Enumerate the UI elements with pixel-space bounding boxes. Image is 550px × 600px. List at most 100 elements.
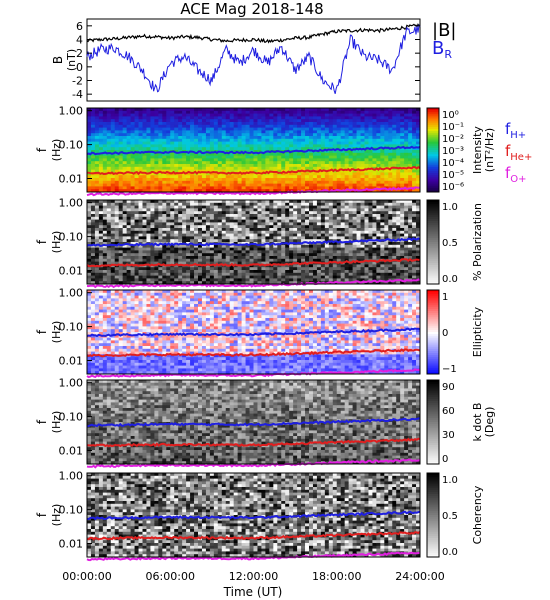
spectrogram-cell [320, 133, 326, 137]
colorbar-cell [427, 175, 439, 178]
spectrogram-cell [380, 281, 385, 285]
spectrogram-cell [312, 205, 318, 209]
spectrogram-cell [309, 270, 314, 274]
spectrogram-cell [328, 228, 334, 232]
spectrogram-cell [380, 138, 385, 142]
spectrogram-cell [150, 172, 155, 176]
spectrogram-cell [285, 208, 290, 212]
spectrogram-cell [142, 108, 147, 112]
spectrogram-cell [198, 124, 203, 128]
spectrogram-cell [356, 202, 361, 206]
spectrogram-cell [229, 244, 235, 248]
spectrogram-cell [301, 230, 306, 234]
spectrogram-cell [221, 164, 227, 168]
spectrogram-cell [106, 127, 112, 131]
spectrogram-cell [344, 178, 350, 182]
spectrogram-cell [229, 147, 235, 151]
spectrogram-cell [90, 267, 96, 271]
spectrogram-cell [233, 270, 239, 274]
spectrogram-cell [213, 261, 219, 265]
spectrogram-cell [241, 189, 246, 193]
spectrogram-cell [396, 119, 401, 123]
spectrogram-cell [312, 230, 318, 234]
spectrogram-cell [328, 202, 334, 206]
spectrogram-cell [277, 200, 282, 204]
spectrogram-cell [344, 211, 350, 215]
spectrogram-cell [118, 108, 124, 112]
spectrogram-cell [94, 127, 100, 131]
spectrogram-cell [297, 127, 302, 131]
spectrogram-cell [360, 180, 365, 184]
spectrogram-cell [114, 281, 120, 285]
spectrogram-cell [344, 225, 350, 229]
spectrogram-cell [233, 124, 239, 128]
spectrogram-cell [122, 244, 128, 248]
spectrogram-cell [138, 239, 143, 243]
spectrogram-cell [237, 122, 242, 126]
spectrogram-cell [87, 127, 92, 131]
colorbar-cell [427, 147, 439, 151]
spectrogram-cell [213, 183, 219, 187]
spectrogram-cell [178, 247, 183, 251]
spectrogram-cell [154, 278, 159, 282]
spectrogram-cell [293, 178, 298, 182]
spectrogram-cell [87, 119, 92, 123]
spectrogram-cell [245, 253, 250, 257]
spectrogram-cell [150, 233, 155, 237]
spectrogram-cell [388, 178, 393, 182]
spectrogram-cell [190, 122, 195, 126]
spectrogram-cell [245, 155, 250, 159]
spectrogram-cell [170, 164, 175, 168]
spectrogram-cell [142, 119, 147, 123]
spectrogram-cell [265, 141, 270, 145]
spectrogram-cell [249, 152, 254, 156]
spectrogram-cell [320, 216, 326, 220]
spectrogram-cell [118, 205, 124, 209]
spectrogram-cell [106, 211, 112, 215]
spectrogram-cell [118, 158, 124, 162]
spectrogram-cell [221, 230, 227, 234]
spectrogram-cell [305, 186, 310, 190]
spectrogram-cell [126, 110, 131, 114]
spectrogram-cell [352, 136, 357, 140]
spectrogram-cell [269, 222, 274, 226]
spectrogram-cell [396, 124, 401, 128]
spectrogram-cell [384, 278, 389, 282]
spectrogram-cell [320, 205, 326, 209]
spectrogram-cell [340, 200, 346, 204]
spectrogram-cell [150, 250, 155, 254]
spectrogram-cell [126, 228, 131, 232]
spectrogram-cell [404, 127, 409, 131]
spectrogram-cell [265, 278, 270, 282]
spectrogram-cell [372, 141, 377, 145]
spectrogram-cell [253, 253, 258, 257]
spectrogram-cell [273, 180, 278, 184]
spectrogram-cell [277, 138, 282, 142]
spectrogram-cell [186, 222, 191, 226]
spectrogram-cell [328, 216, 334, 220]
spectrogram-cell [265, 205, 270, 209]
spectrogram-cell [174, 138, 179, 142]
spectrogram-cell [146, 147, 151, 151]
spectrogram-cell [408, 161, 413, 165]
spectrogram-cell [253, 155, 258, 159]
spectrogram-cell [178, 189, 183, 193]
spectrogram-cell [178, 136, 183, 140]
spectrogram-cell [162, 230, 167, 234]
spectrogram-cell [277, 230, 282, 234]
spectrogram-cell [225, 108, 231, 112]
spectrogram-cell [122, 233, 128, 237]
spectrogram-cell [384, 264, 389, 268]
spectrogram-cell [297, 130, 302, 134]
spectrogram-cell [138, 281, 143, 285]
spectrogram-cell [182, 205, 187, 209]
spectrogram-cell [324, 202, 330, 206]
spectrogram-cell [229, 113, 235, 117]
spectrogram-cell [178, 272, 183, 276]
spectrogram-cell [348, 253, 353, 257]
spectrogram-cell [261, 152, 266, 156]
spectrogram-cell [253, 152, 258, 156]
spectrogram-cell [114, 239, 120, 243]
spectrogram-cell [205, 239, 211, 243]
spectrogram-cell [265, 200, 270, 204]
